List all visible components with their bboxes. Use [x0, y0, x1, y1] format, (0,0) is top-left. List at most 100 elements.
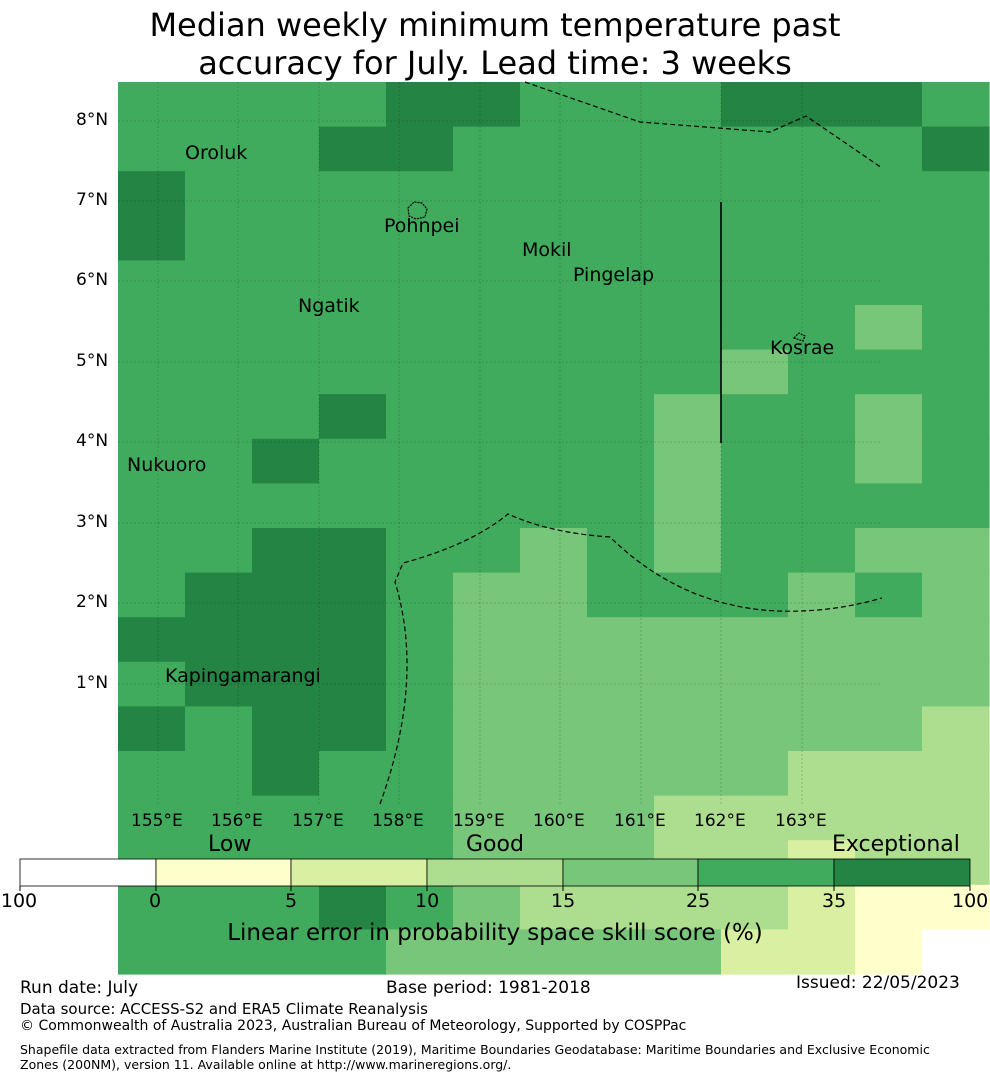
grid-cell [118, 528, 186, 574]
grid-cell [654, 171, 722, 217]
grid-cell [855, 528, 923, 574]
grid-cell [453, 438, 521, 484]
grid-cell [654, 751, 722, 797]
grid-cell [386, 706, 454, 752]
grid-cell [721, 929, 789, 975]
grid-cell [788, 126, 856, 172]
grid-cell [587, 572, 655, 618]
grid-cell [587, 751, 655, 797]
lat-tick-7n: 7°N [76, 190, 109, 210]
grid-cell [721, 483, 789, 529]
grid-cell [922, 661, 990, 707]
grid-cell [721, 394, 789, 440]
grid-cell [721, 305, 789, 351]
colorbar-tick-label: 0 [149, 890, 162, 912]
grid-cell [386, 661, 454, 707]
base-period: Base period: 1981-2018 [386, 978, 591, 998]
grid-cell [922, 706, 990, 752]
legend-category-good: Good [466, 832, 524, 857]
grid-cell [855, 483, 923, 529]
grid-cell [520, 438, 588, 484]
grid-cell [654, 305, 722, 351]
grid-cell [453, 260, 521, 306]
lat-tick-5n: 5°N [76, 351, 109, 371]
grid-cell [587, 795, 655, 841]
grid-cell [453, 171, 521, 217]
grid-cell [520, 929, 588, 975]
grid-cell [185, 260, 253, 306]
grid-cell [319, 661, 387, 707]
lon-tick-162e: 162°E [694, 811, 746, 831]
grid-cell [721, 884, 789, 930]
grid-cell [922, 617, 990, 663]
grid-cell [453, 572, 521, 618]
grid-cell [453, 394, 521, 440]
grid-cell [252, 394, 320, 440]
grid-cell [252, 438, 320, 484]
grid-cell [788, 528, 856, 574]
grid-cell [453, 305, 521, 351]
grid-cell [252, 126, 320, 172]
grid-cell [855, 349, 923, 395]
grid-cell [587, 82, 655, 128]
colorbar-tick-label: 100 [952, 890, 989, 912]
grid-cell [654, 438, 722, 484]
grid-cell [319, 617, 387, 663]
grid-cell [118, 929, 186, 975]
place-label-ngatik: Ngatik [298, 295, 360, 317]
lon-tick-157e: 157°E [292, 811, 344, 831]
grid-cell [252, 483, 320, 529]
grid-cell [252, 260, 320, 306]
grid-cell [922, 305, 990, 351]
grid-cell [386, 438, 454, 484]
grid-cell [185, 929, 253, 975]
grid-cell [654, 528, 722, 574]
grid-cell [855, 394, 923, 440]
grid-cell [185, 171, 253, 217]
grid-cell [386, 394, 454, 440]
grid-cell [788, 706, 856, 752]
grid-cell [319, 840, 387, 886]
grid-cell [654, 795, 722, 841]
grid-cell [319, 260, 387, 306]
grid-cell [185, 483, 253, 529]
grid-cell [319, 394, 387, 440]
grid-cell [453, 215, 521, 261]
grid-cell [721, 840, 789, 886]
lat-tick-1n: 1°N [76, 673, 109, 693]
grid-cell [319, 483, 387, 529]
place-label-kosrae: Kosrae [770, 337, 835, 359]
copyright: © Commonwealth of Australia 2023, Austra… [20, 1018, 687, 1034]
grid-cell [185, 349, 253, 395]
grid-cell [587, 929, 655, 975]
grid-cell [587, 840, 655, 886]
grid-cell [118, 751, 186, 797]
grid-cell [788, 884, 856, 930]
colorbar-tick-label: 35 [822, 890, 847, 912]
grid-cell [453, 661, 521, 707]
lon-tick-159e: 159°E [453, 811, 505, 831]
grid-cell [587, 305, 655, 351]
grid-cell [922, 260, 990, 306]
grid-cell [520, 260, 588, 306]
lon-tick-163e: 163°E [775, 811, 827, 831]
grid-cell [587, 215, 655, 261]
grid-cell [855, 305, 923, 351]
grid-cell [855, 126, 923, 172]
grid-cell [855, 795, 923, 841]
grid-cell [252, 751, 320, 797]
grid-cell [319, 929, 387, 975]
grid-cell [922, 215, 990, 261]
run-date: Run date: July [20, 978, 139, 998]
grid-cell [788, 795, 856, 841]
grid-cell [520, 795, 588, 841]
grid-cell [654, 394, 722, 440]
grid-cell [118, 572, 186, 618]
grid-cell [587, 706, 655, 752]
colorbar-tick-label: 10 [415, 890, 440, 912]
grid-cell [654, 82, 722, 128]
grid-cell [587, 884, 655, 930]
grid-cell [721, 260, 789, 306]
grid-cell [185, 215, 253, 261]
